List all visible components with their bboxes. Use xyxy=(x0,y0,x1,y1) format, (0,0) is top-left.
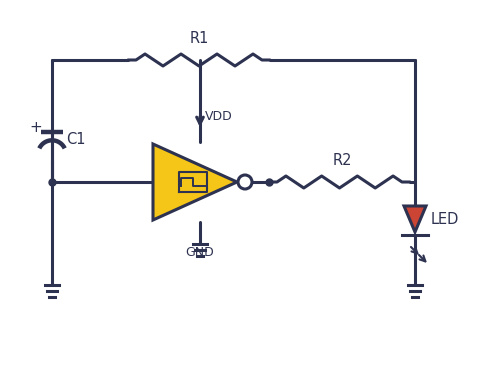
Text: R2: R2 xyxy=(332,153,352,168)
Polygon shape xyxy=(404,206,426,232)
Text: LED: LED xyxy=(431,212,460,226)
Text: VDD: VDD xyxy=(205,109,233,122)
Text: +: + xyxy=(30,120,43,136)
Text: R1: R1 xyxy=(190,31,208,46)
Circle shape xyxy=(238,175,252,189)
Text: GND: GND xyxy=(186,246,214,259)
Polygon shape xyxy=(153,144,237,220)
Text: C1: C1 xyxy=(66,133,86,147)
